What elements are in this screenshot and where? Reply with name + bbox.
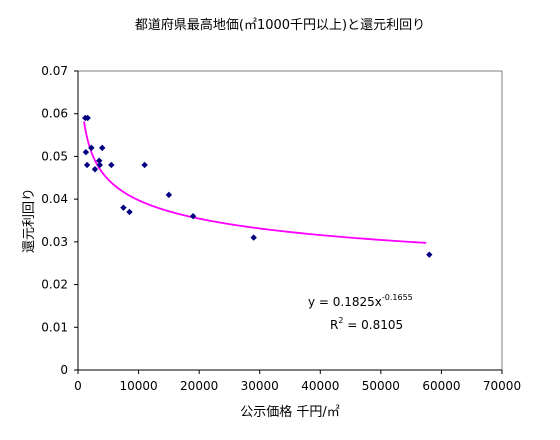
data-points — [82, 114, 433, 258]
x-tick-label: 50000 — [362, 379, 400, 393]
equation-exponent: -0.1655 — [382, 293, 413, 302]
x-tick-label: 30000 — [241, 379, 279, 393]
plot-area — [77, 70, 503, 371]
x-tick-label: 70000 — [483, 379, 521, 393]
power-trendline — [83, 121, 427, 244]
data-point — [426, 251, 433, 258]
trendline-equation: y = 0.1825x-0.1655 — [308, 293, 413, 309]
y-tick-label: 0.06 — [41, 107, 68, 121]
y-tick-label: 0.05 — [41, 149, 68, 163]
data-point — [83, 161, 91, 169]
data-point — [84, 114, 91, 122]
equation-text: y = 0.1825x — [308, 295, 382, 309]
data-point — [96, 157, 103, 164]
r-squared-label: R2 = 0.8105 — [330, 316, 403, 332]
data-point — [96, 161, 104, 169]
r2-text: R — [330, 318, 338, 332]
data-point — [165, 191, 173, 199]
chart-title: 都道府県最高地価(㎡1000千円以上)と還元利回り — [134, 18, 426, 33]
r2-exponent: 2 — [338, 316, 343, 325]
trendline-group — [83, 121, 427, 244]
y-tick-label: 0.04 — [41, 192, 68, 206]
data-point — [126, 208, 133, 216]
data-point — [120, 204, 127, 211]
data-point — [108, 161, 115, 169]
x-axis-label: 公示価格 千円/㎡ — [240, 404, 340, 420]
axes — [74, 70, 503, 374]
data-point — [250, 234, 257, 241]
r2-value: = 0.8105 — [343, 318, 403, 332]
y-tick-label: 0.01 — [41, 320, 68, 334]
data-point — [141, 161, 148, 169]
data-point — [189, 213, 197, 220]
data-point — [82, 148, 90, 156]
x-tick-label: 40000 — [301, 379, 339, 393]
x-tick-label: 0 — [74, 379, 82, 393]
y-tick-label: 0.07 — [41, 64, 68, 78]
data-point — [99, 144, 106, 152]
y-tick-label: 0 — [60, 363, 68, 377]
tick-labels: 0 10000 20000 30000 40000 50000 60000 70000 0 0.0… — [41, 64, 521, 393]
data-point — [91, 166, 99, 173]
x-tick-label: 20000 — [180, 379, 218, 393]
data-point — [88, 144, 95, 152]
y-tick-label: 0.02 — [41, 278, 68, 292]
x-tick-label: 60000 — [422, 379, 460, 393]
y-axis-label: 還元利回り — [22, 188, 37, 253]
y-tick-label: 0.03 — [41, 235, 68, 249]
x-tick-label: 10000 — [119, 379, 157, 393]
